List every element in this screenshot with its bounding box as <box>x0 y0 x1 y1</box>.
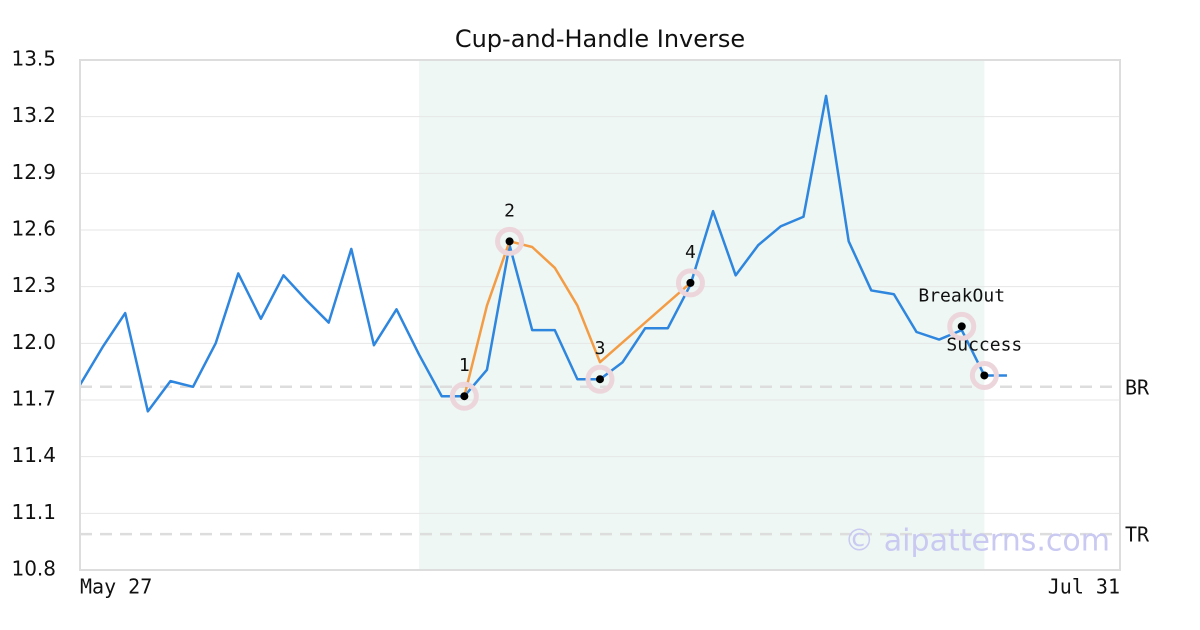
y-tick-label: 13.5 <box>11 47 56 71</box>
point-halo <box>947 311 977 341</box>
point-halo <box>675 268 705 298</box>
point-dot <box>957 322 966 331</box>
point-label: BreakOut <box>918 285 1005 306</box>
y-tick-label: 12.9 <box>11 160 56 184</box>
y-tick-label: 13.2 <box>11 103 56 127</box>
point-dot <box>686 278 695 287</box>
price-line <box>78 94 1007 413</box>
point-halo <box>969 360 999 390</box>
point-halo <box>449 381 479 411</box>
level-label: TR <box>1125 523 1150 547</box>
point-halo <box>495 226 525 256</box>
y-tick-label: 12.6 <box>11 217 56 241</box>
x-tick-label: Jul 31 <box>1048 575 1120 599</box>
point-dot <box>505 237 514 246</box>
point-dot <box>596 375 604 384</box>
plot-frame <box>79 59 1121 571</box>
watermark: © aipatterns.com <box>844 524 1110 559</box>
pattern-region <box>419 60 985 570</box>
x-tick-label: May 27 <box>80 575 152 599</box>
point-label: 2 <box>504 200 515 221</box>
y-tick-label: 10.8 <box>11 557 56 581</box>
point-label: Success <box>946 334 1022 355</box>
point-dot <box>980 371 989 380</box>
point-label: 1 <box>459 355 470 376</box>
point-dot <box>460 392 469 401</box>
y-tick-label: 12.3 <box>11 273 56 297</box>
point-halo <box>585 364 615 394</box>
point-label: 4 <box>685 242 696 263</box>
price-line <box>463 240 692 397</box>
y-tick-label: 11.4 <box>11 443 56 467</box>
level-label: BR <box>1125 375 1150 399</box>
y-tick-label: 11.1 <box>11 500 56 524</box>
y-tick-label: 12.0 <box>11 330 56 354</box>
chart-title: Cup-and-Handle Inverse <box>455 25 745 53</box>
point-label: 3 <box>595 338 606 359</box>
y-tick-label: 11.7 <box>11 387 56 411</box>
